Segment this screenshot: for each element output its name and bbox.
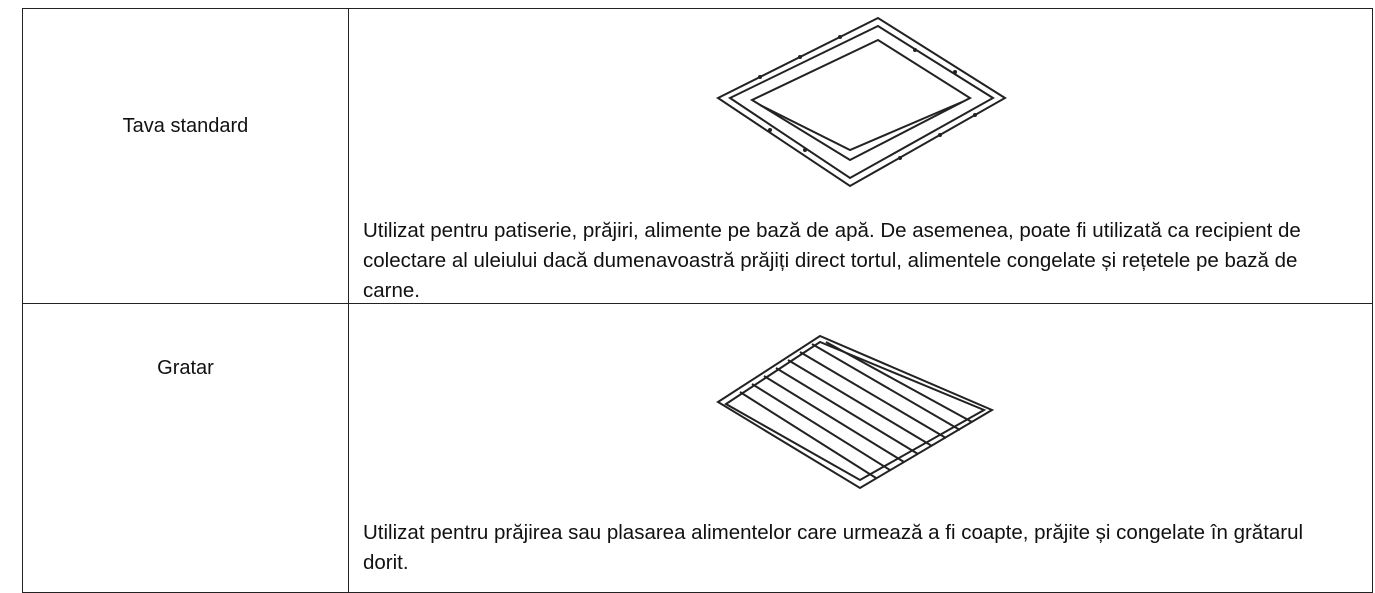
grill-image [716,334,995,490]
row-description-cell: Utilizat pentru patiserie, prăjiri, alim… [348,8,1373,304]
row-name-cell: Tava standard [22,8,349,304]
tray-image [716,16,1007,188]
row-description: Utilizat pentru prăjirea sau plasarea al… [363,521,1304,574]
page: Tava standard Utilizat pentru patiserie,… [22,8,1373,593]
row-name: Gratar [157,356,214,379]
row-name: Tava standard [122,114,249,137]
row-name-cell: Gratar [22,303,349,593]
row-description: Utilizat pentru patiserie, prăjiri, alim… [363,219,1301,302]
